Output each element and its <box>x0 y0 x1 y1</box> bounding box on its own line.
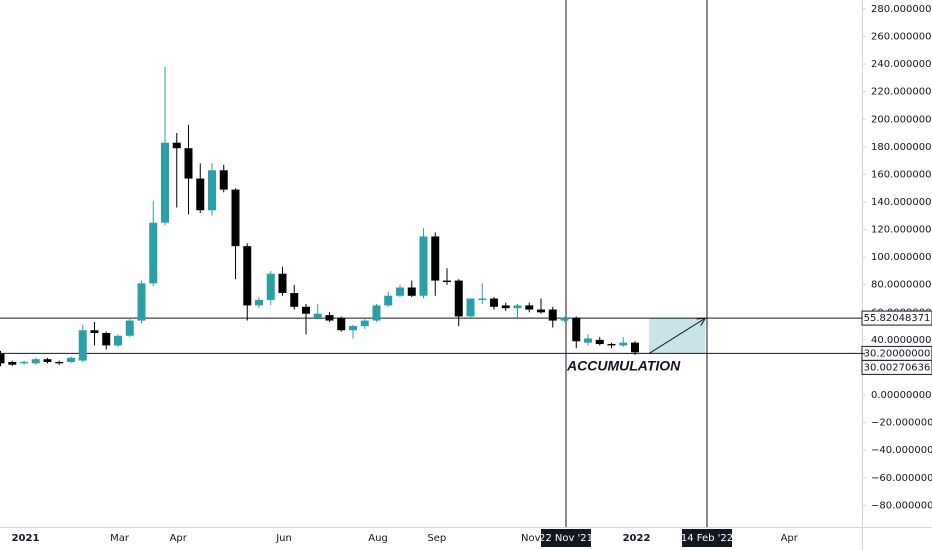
y-tick-label: −60.00000000 <box>871 473 932 484</box>
candle-body <box>255 299 263 306</box>
last-price-label-box <box>861 359 932 375</box>
candle-body <box>360 320 369 327</box>
candle-body <box>20 361 28 364</box>
candle-body <box>90 330 99 333</box>
candle-body <box>501 305 510 309</box>
time-marker-box <box>682 529 732 547</box>
candle-body <box>631 342 639 353</box>
candle-body <box>584 338 592 343</box>
candle-body <box>372 305 381 321</box>
y-tick-label: 280.00000000 <box>871 4 932 15</box>
candle-body <box>172 142 181 149</box>
candle-body <box>466 298 475 317</box>
time-marker-label: 22 Nov '21 <box>539 533 593 544</box>
candle-body <box>184 148 193 179</box>
x-tick-label: Sep <box>427 533 446 544</box>
candle-body <box>290 293 299 307</box>
candle-body <box>43 359 52 362</box>
candle-body <box>67 357 75 362</box>
candle-body <box>219 170 228 190</box>
candle-body <box>349 326 357 331</box>
candle-body <box>537 309 545 313</box>
candle-body <box>137 283 146 321</box>
y-tick-label: 80.00000000 <box>871 280 932 291</box>
candle-body <box>595 339 604 345</box>
candle-body <box>313 313 322 318</box>
y-tick-label: 0.00000000 <box>871 390 931 401</box>
y-tick-label: 160.00000000 <box>871 169 932 180</box>
candle-body <box>419 236 428 296</box>
x-tick-label: Mar <box>110 533 130 544</box>
candle-body <box>31 359 40 364</box>
x-tick-label: Aug <box>368 533 388 544</box>
candle-body <box>114 335 122 346</box>
y-tick-label: 220.00000000 <box>871 87 932 98</box>
candle-body <box>607 344 616 346</box>
x-tick-label: 2022 <box>623 533 651 544</box>
y-tick-label: 40.00000000 <box>871 335 932 346</box>
candle-body <box>572 317 581 342</box>
y-tick-label: −40.00000000 <box>871 445 932 456</box>
y-tick-label: 140.00000000 <box>871 197 932 208</box>
candle-body <box>125 320 134 336</box>
y-tick-label: 180.00000000 <box>871 142 932 153</box>
candle-body <box>149 222 158 284</box>
candle-body <box>102 332 111 346</box>
time-marker-label: 14 Feb '22 <box>681 533 733 544</box>
x-tick-label: Nov <box>521 533 541 544</box>
candle-body <box>431 236 440 281</box>
candle-body <box>231 189 240 247</box>
candle-body <box>443 280 451 282</box>
y-tick-label: 100.00000000 <box>871 252 932 263</box>
candle-body <box>196 178 205 211</box>
candle-body <box>278 273 287 294</box>
candle-body <box>454 280 463 317</box>
candle-body <box>337 317 346 331</box>
candle-body <box>490 298 498 307</box>
y-tick-label: −80.00000000 <box>871 500 932 511</box>
level-label: 30.20000000 <box>864 348 931 359</box>
annotation: ACCUMULATION <box>566 358 681 374</box>
candle-body <box>619 342 628 346</box>
time-marker-box <box>541 529 591 547</box>
y-tick-label: 240.00000000 <box>871 59 932 70</box>
projection-arrow <box>648 317 706 354</box>
candle-body <box>243 246 252 306</box>
candle-body <box>78 330 87 361</box>
level-label: 55.82048371 <box>864 313 931 324</box>
x-tick-label: Apr <box>170 533 188 544</box>
y-tick-label: 120.00000000 <box>871 225 932 236</box>
candle-body <box>513 305 522 309</box>
candle-body <box>548 309 557 321</box>
candle-body <box>55 361 64 364</box>
level-label-box <box>861 310 932 326</box>
candle-body <box>478 298 487 300</box>
candle-body <box>560 317 569 321</box>
candle-body <box>266 273 275 300</box>
x-tick-label: Jun <box>275 533 292 544</box>
candle-body <box>302 306 310 314</box>
candle-body <box>0 353 5 364</box>
candle-body <box>8 361 17 365</box>
candle-body <box>396 287 404 296</box>
x-tick-label: 2021 <box>12 533 40 544</box>
candle-body <box>208 170 216 211</box>
candle-body <box>407 287 416 296</box>
last-price-label: 30.00270636 <box>864 362 931 373</box>
y-tick-label: 200.00000000 <box>871 114 932 125</box>
y-tick-label: 260.00000000 <box>871 32 932 43</box>
candle-body <box>525 305 534 310</box>
candle-body <box>384 295 393 306</box>
candle-body <box>161 142 169 223</box>
x-tick-label: Apr <box>781 533 799 544</box>
y-tick-label: −20.00000000 <box>871 418 932 429</box>
candle-body <box>325 315 334 321</box>
